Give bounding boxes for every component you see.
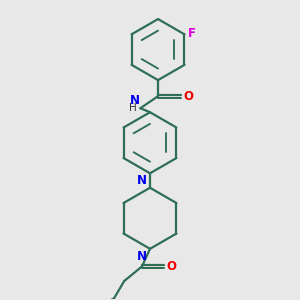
- Text: O: O: [167, 260, 177, 273]
- Text: N: N: [137, 174, 147, 187]
- Text: N: N: [137, 250, 147, 262]
- Text: N: N: [130, 94, 140, 106]
- Text: O: O: [183, 90, 193, 103]
- Text: H: H: [129, 103, 137, 113]
- Text: F: F: [188, 27, 196, 40]
